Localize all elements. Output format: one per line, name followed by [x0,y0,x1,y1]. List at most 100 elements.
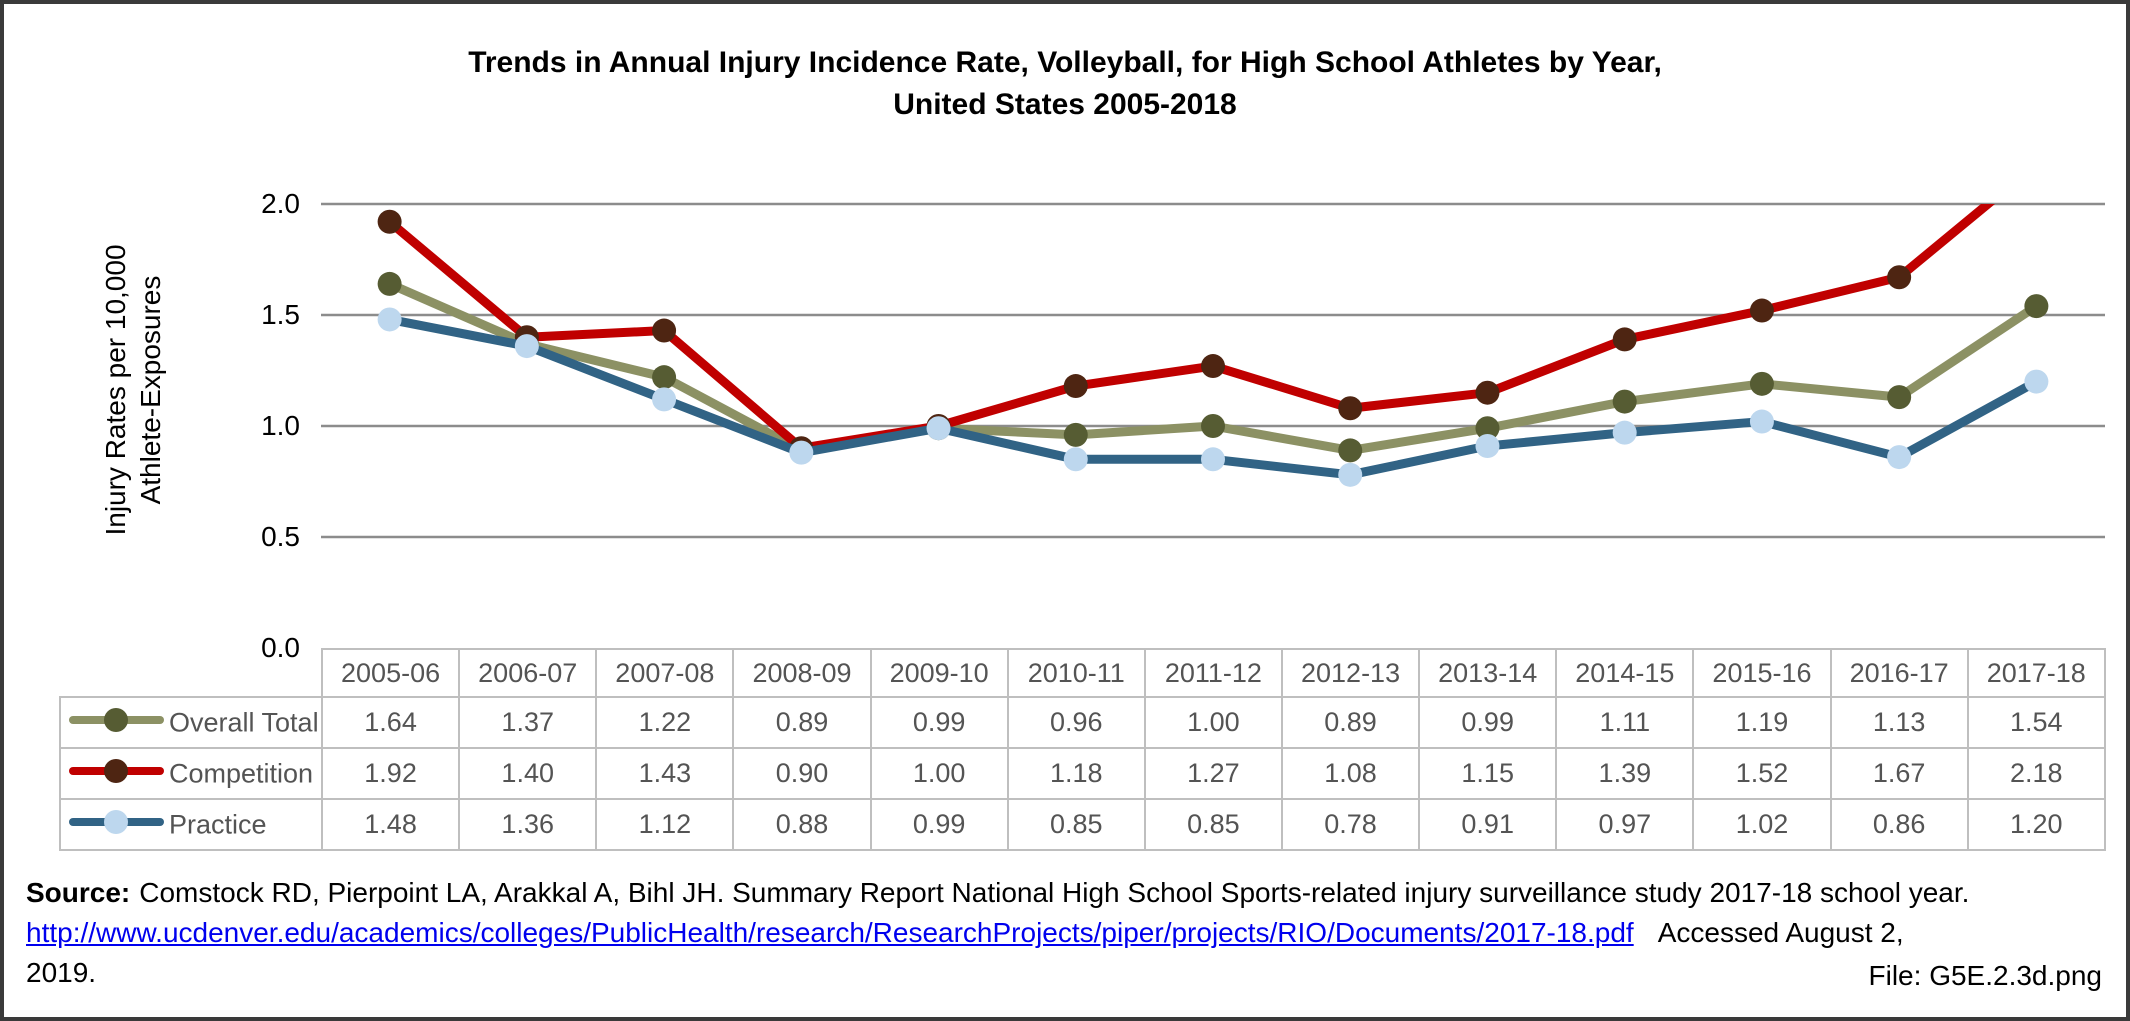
practice-marker [514,334,539,359]
competition-marker [1749,298,1774,323]
table-cell: 1.02 [1692,798,1832,851]
practice-marker [1749,409,1774,434]
table-col-header: 2012-13 [1280,648,1421,698]
legend-cell-competition: Competition [59,747,323,800]
source-label: Source: [26,877,131,908]
table-cell: 2.18 [1966,747,2106,800]
practice-marker [1201,447,1225,472]
competition-marker [1475,380,1500,405]
table-cell: 1.39 [1555,747,1695,800]
practice-marker [1063,447,1088,472]
table-col-header: 2011-12 [1143,648,1283,698]
legend-marker-icon [104,810,128,835]
table-cell: 1.36 [458,798,598,851]
overall-total-marker [1887,385,1912,410]
table-cell: 1.27 [1143,747,1283,800]
source-accessed-year: 2019. [26,957,97,988]
table-cell: 1.18 [1006,747,1146,800]
overall-total-marker [652,365,677,390]
practice-marker [789,440,814,465]
table-cell: 0.97 [1555,798,1695,851]
line-chart [321,202,2105,539]
table-cell: 0.88 [732,798,872,851]
legend-cell-practice: Practice [59,798,323,851]
source-citation: Comstock RD, Pierpoint LA, Arakkal A, Bi… [139,877,1970,908]
competition-marker [1338,396,1363,421]
competition-line [386,204,1996,453]
table-cell: 0.91 [1418,798,1558,851]
practice-marker [1612,420,1637,445]
chart-title: Trends in Annual Injury Incidence Rate, … [4,42,2126,126]
table-cell: 1.13 [1829,696,1969,749]
practice-marker [926,416,951,441]
overall-total-marker [377,271,402,296]
chart-title-line1: Trends in Annual Injury Incidence Rate, … [468,46,1662,79]
table-cell: 0.89 [1280,696,1421,749]
table-cell: 1.52 [1692,747,1832,800]
table-cell: 1.08 [1280,747,1421,800]
table-col-header: 2005-06 [320,648,461,698]
source-line3: 2019. [26,954,2112,992]
table-cell: 0.86 [1829,798,1969,851]
table-cell: 0.78 [1280,798,1421,851]
table-cell: 1.00 [869,747,1009,800]
source-url-link[interactable]: http://www.ucdenver.edu/academics/colleg… [26,917,1634,948]
table-cell: 1.19 [1692,696,1832,749]
table-cell: 0.96 [1006,696,1146,749]
table-col-header: 2008-09 [732,648,872,698]
table-row-practice: Practice 1.48 1.36 1.12 0.88 0.99 0.85 0.85 0.78… [59,798,2106,851]
competition-marker [1063,374,1088,399]
table-cell: 0.99 [1418,696,1558,749]
competition-marker [1201,354,1225,379]
competition-marker [1887,265,1912,290]
overall-total-marker [1338,438,1363,463]
y-tick-label: 1.5 [261,299,300,330]
table-cell: 1.67 [1829,747,1969,800]
table-row-competition: Competition 1.92 1.40 1.43 0.90 1.00 1.18 1.27 1… [59,747,2106,800]
practice-marker [377,307,402,332]
table-cell: 0.99 [869,798,1009,851]
file-label: File: G5E.2.3d.png [1868,960,2102,991]
practice-marker [1475,433,1500,458]
table-cell: 1.43 [595,747,735,800]
legend-marker-icon [104,759,128,784]
table-cell: 1.40 [458,747,598,800]
table-col-header: 2014-15 [1555,648,1695,698]
y-tick-label: 0.5 [261,521,300,552]
data-table: 2005-06 2006-07 2007-08 2008-09 2009-10 2010-… [59,648,2106,851]
table-cell: 1.15 [1418,747,1558,800]
table-header-row: 2005-06 2006-07 2007-08 2008-09 2009-10 2010-… [60,648,2106,698]
overall-total-marker [1201,414,1225,438]
table-cell: 1.37 [458,696,598,749]
practice-marker [652,387,677,412]
legend-label: Practice [169,809,267,840]
practice-legend-swatch-icon [69,810,164,835]
y-tick-label: 2.0 [261,188,300,219]
table-cell: 1.22 [595,696,735,749]
overall-total-legend-swatch-icon [69,708,164,733]
table-col-header: 2009-10 [869,648,1009,698]
table-cell: 1.54 [1966,696,2106,749]
practice-marker [1338,462,1363,487]
y-tick-label: 0.0 [261,632,300,663]
y-tick-label: 1.0 [261,410,300,441]
table-cell: 1.00 [1143,696,1283,749]
table-col-header: 2015-16 [1692,648,1832,698]
competition-legend-swatch-icon [69,759,164,784]
table-col-header: 2007-08 [595,648,735,698]
overall-total-marker [1749,371,1774,396]
legend-cell-overall-total: Overall Total [59,696,323,749]
table-cell: 1.48 [320,798,461,851]
legend-label: Competition [169,758,314,789]
overall-total-marker [2024,294,2049,319]
overall-total-marker [1612,389,1637,414]
table-col-header: 2013-14 [1418,648,1558,698]
chart-title-line2: United States 2005-2018 [893,88,1237,121]
practice-marker [2024,369,2049,394]
overall-total-marker [1063,422,1088,447]
source-accessed: Accessed August 2, [1657,917,1904,948]
table-col-header: 2006-07 [458,648,598,698]
competition-marker [377,209,402,234]
table-cell: 0.85 [1143,798,1283,851]
